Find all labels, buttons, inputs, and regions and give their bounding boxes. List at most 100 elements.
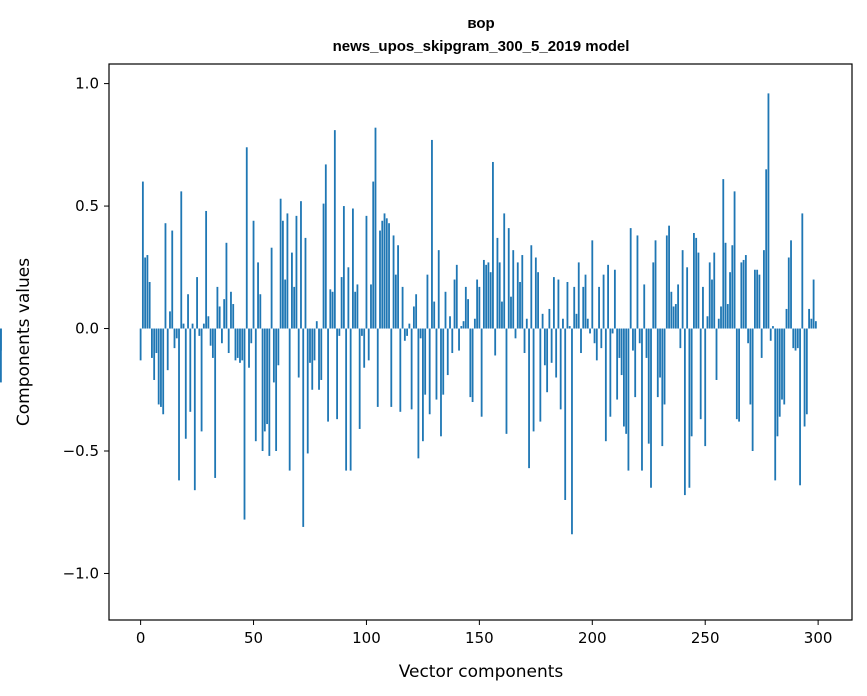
y-axis-ticks: −1.0 −0.5 0.0 0.5 1.0 bbox=[63, 75, 109, 582]
bar bbox=[221, 328, 223, 344]
bar bbox=[187, 294, 189, 329]
bar bbox=[462, 321, 465, 329]
bar bbox=[254, 328, 257, 442]
bar bbox=[559, 328, 562, 410]
bar bbox=[275, 328, 278, 451]
bar bbox=[611, 328, 614, 334]
bar bbox=[435, 328, 438, 400]
bar bbox=[751, 328, 754, 451]
bar bbox=[406, 328, 409, 336]
bar bbox=[196, 277, 198, 329]
bar bbox=[440, 328, 442, 437]
bar bbox=[638, 328, 641, 344]
bar bbox=[464, 286, 467, 329]
bar bbox=[268, 328, 271, 456]
bar bbox=[460, 326, 463, 329]
bar bbox=[781, 328, 783, 400]
x-tick-label: 150 bbox=[465, 629, 494, 647]
bar bbox=[616, 328, 619, 400]
bar bbox=[688, 328, 691, 488]
bar bbox=[683, 328, 686, 496]
bar bbox=[541, 313, 544, 329]
bar bbox=[175, 328, 178, 339]
bar bbox=[261, 328, 264, 451]
bar bbox=[726, 304, 729, 329]
bar bbox=[503, 213, 506, 329]
bar bbox=[670, 291, 673, 329]
bar bbox=[674, 304, 677, 329]
bar bbox=[476, 279, 479, 329]
bar bbox=[681, 250, 684, 329]
bar bbox=[453, 279, 456, 329]
bar bbox=[322, 203, 325, 329]
bar bbox=[760, 328, 763, 358]
bar bbox=[473, 318, 476, 329]
bar bbox=[422, 328, 424, 442]
bar bbox=[785, 308, 788, 329]
bar bbox=[234, 328, 237, 361]
bar bbox=[467, 299, 469, 329]
bar bbox=[693, 233, 695, 329]
bar bbox=[715, 328, 718, 380]
bar bbox=[767, 93, 770, 329]
bar bbox=[573, 286, 576, 329]
bar bbox=[756, 269, 759, 329]
bar bbox=[717, 318, 720, 329]
bar bbox=[392, 235, 395, 329]
bar bbox=[532, 328, 535, 432]
bar bbox=[293, 286, 296, 329]
bar bbox=[397, 245, 399, 329]
bar bbox=[591, 240, 594, 329]
bar bbox=[205, 210, 208, 329]
bar bbox=[650, 328, 652, 488]
bar bbox=[451, 328, 454, 354]
bar bbox=[352, 208, 354, 329]
bar bbox=[281, 220, 284, 329]
bar bbox=[297, 328, 300, 378]
bar bbox=[216, 286, 219, 329]
bar bbox=[428, 328, 431, 415]
bar bbox=[492, 161, 494, 329]
bar bbox=[372, 181, 375, 329]
bar bbox=[191, 323, 194, 329]
bar bbox=[367, 328, 370, 361]
bar bbox=[239, 328, 241, 363]
bar bbox=[259, 294, 262, 329]
bar bbox=[347, 267, 350, 329]
x-tick-label: 0 bbox=[136, 629, 146, 647]
bar bbox=[390, 328, 393, 407]
bar bbox=[656, 328, 659, 398]
bar bbox=[686, 267, 689, 329]
bar bbox=[550, 328, 553, 363]
bar bbox=[546, 328, 549, 393]
bar bbox=[808, 308, 810, 329]
bar bbox=[632, 328, 634, 351]
bar bbox=[469, 328, 472, 398]
bar bbox=[342, 206, 345, 329]
bar bbox=[284, 279, 287, 329]
bar bbox=[171, 230, 174, 329]
bar bbox=[543, 328, 546, 366]
bar bbox=[157, 328, 160, 405]
bar bbox=[690, 328, 693, 437]
bar bbox=[444, 291, 447, 329]
bar bbox=[501, 301, 503, 329]
y-axis-label: Components values bbox=[14, 258, 34, 426]
bar bbox=[193, 328, 196, 491]
bar bbox=[724, 242, 727, 329]
bar bbox=[209, 328, 212, 346]
chart-subtitle: news_upos_skipgram_300_5_2019 model bbox=[333, 38, 630, 55]
bar bbox=[304, 237, 307, 329]
bar bbox=[331, 291, 334, 329]
bar bbox=[641, 328, 643, 471]
bar bbox=[489, 272, 492, 329]
y-tick-label: −0.5 bbox=[63, 442, 99, 460]
bar bbox=[485, 264, 488, 329]
bar bbox=[600, 328, 603, 349]
bar bbox=[487, 262, 490, 329]
bar bbox=[571, 328, 573, 535]
bar bbox=[521, 255, 524, 329]
y-tick-label: 0.5 bbox=[75, 197, 99, 215]
bar bbox=[659, 328, 661, 378]
bar bbox=[528, 328, 530, 469]
